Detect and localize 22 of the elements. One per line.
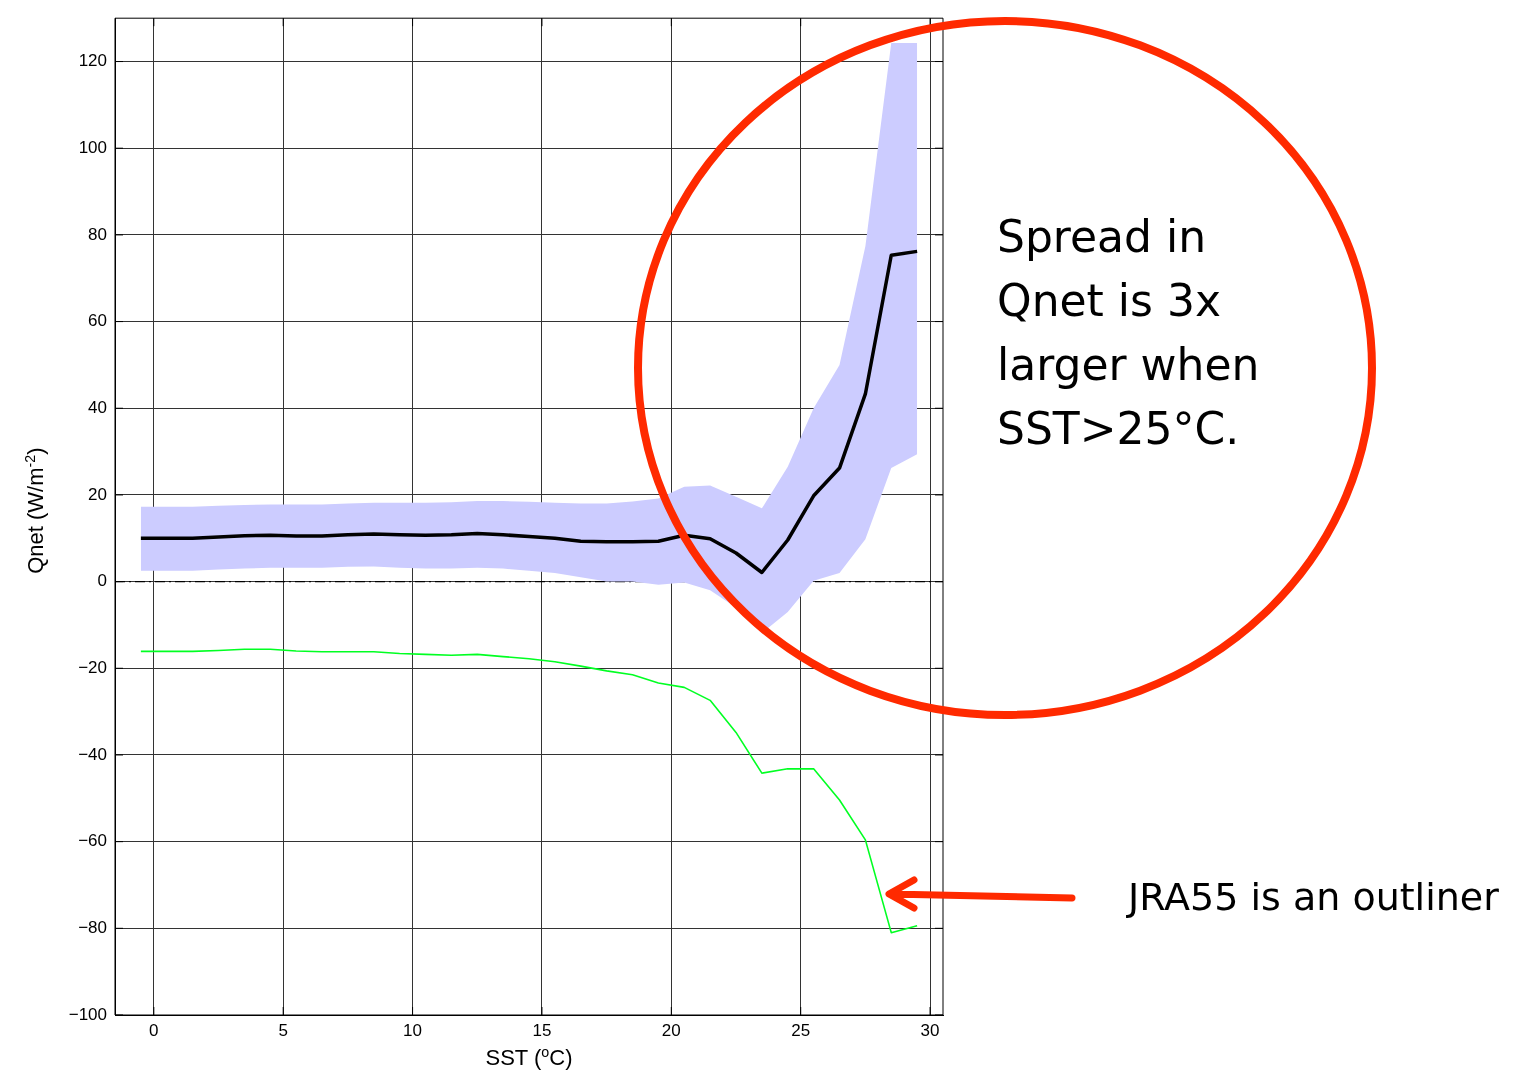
y-tick-label: 120 (78, 51, 107, 71)
y-tick-label: −40 (78, 744, 107, 764)
x-tick-label: 0 (149, 1020, 159, 1040)
y-tick-label: 20 (88, 484, 107, 504)
text: JRA55 is an outliner (1128, 875, 1499, 919)
y-tick-label: −80 (78, 918, 107, 938)
text: Spread in Qnet is 3x larger when SST>25°C. (997, 210, 1261, 456)
y-tick-label: 100 (78, 137, 107, 157)
y-tick-label: 40 (88, 397, 107, 417)
x-axis-title: SST ($^{o}$C) (485, 1044, 573, 1072)
x-tick-label: 10 (403, 1020, 423, 1040)
x-tick-label: 15 (532, 1020, 552, 1040)
y-tick-label: 0 (97, 571, 107, 591)
y-tick-label: −100 (68, 1004, 107, 1024)
y-tick-label: 80 (88, 224, 107, 244)
x-tick-label: 30 (920, 1020, 940, 1040)
x-tick-label: 25 (791, 1020, 811, 1040)
y-tick-label: 60 (88, 311, 107, 331)
y-tick-label: −20 (78, 657, 107, 677)
x-tick-label: 5 (278, 1020, 288, 1040)
x-tick-label: 20 (661, 1020, 681, 1040)
y-tick-label: −60 (78, 831, 107, 851)
